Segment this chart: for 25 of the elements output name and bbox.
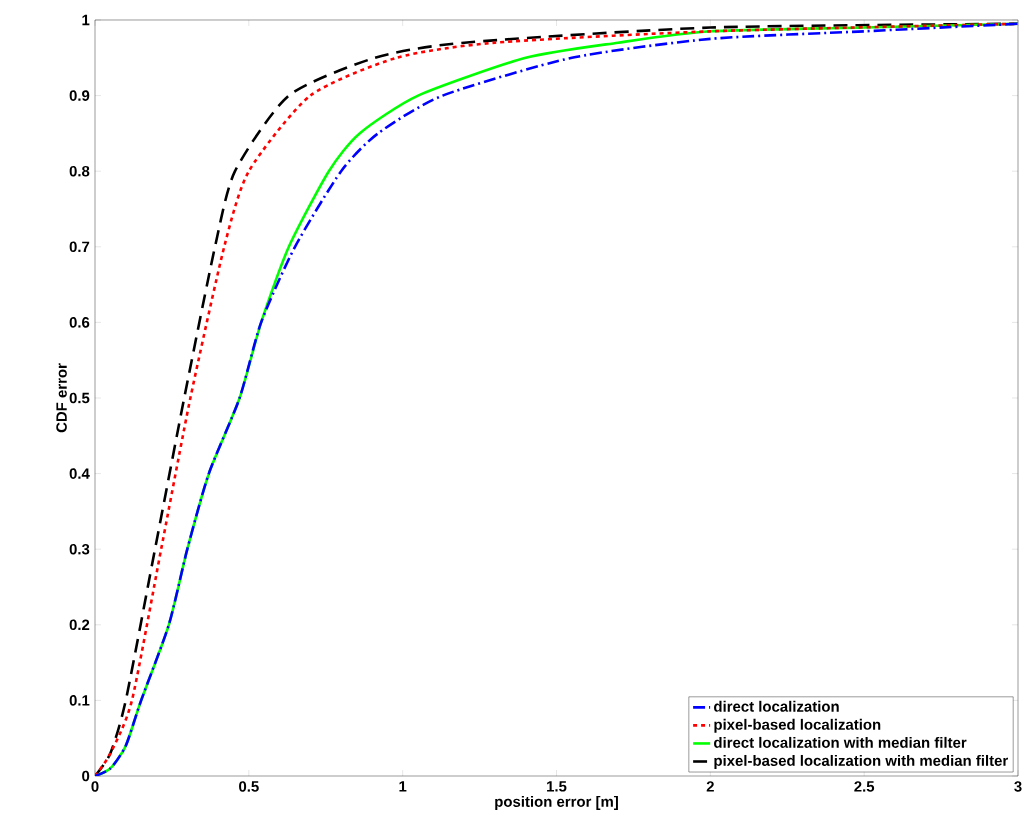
y-tick-label: 0.4 — [69, 468, 90, 479]
y-tick-label: 0.2 — [69, 619, 90, 631]
legend-label: direct localization with median filter — [714, 736, 967, 748]
x-tick-label: 3 — [1014, 781, 1022, 792]
y-tick-label: 0.3 — [69, 543, 90, 555]
legend-label: pixel-based localization with median filter — [714, 754, 1008, 769]
x-tick-label: 0.5 — [239, 781, 259, 792]
y-tick-label: 1 — [82, 14, 90, 26]
x-tick-label: 1 — [399, 781, 407, 792]
x-tick-label: 2 — [706, 781, 714, 792]
y-tick-label: 0.5 — [69, 392, 90, 404]
legend-label: direct localization — [714, 700, 839, 712]
y-tick-label: 0.9 — [69, 90, 90, 101]
y-tick-label: 0.8 — [69, 165, 90, 177]
x-tick-label: 0 — [91, 781, 99, 792]
y-tick-label: 0.7 — [69, 241, 90, 253]
x-tick-label: 2.5 — [854, 781, 875, 792]
line-series — [95, 22, 1019, 776]
x-axis-title: position error [m] — [495, 795, 618, 810]
x-tick-label: 1.5 — [547, 781, 567, 792]
y-axis-title: CDF error — [56, 363, 67, 433]
y-tick-label: 0 — [82, 770, 90, 782]
y-tick-label: 0.1 — [69, 695, 90, 706]
y-tick-label: 0.6 — [69, 317, 90, 328]
legend-label: pixel-based localization — [714, 718, 881, 733]
